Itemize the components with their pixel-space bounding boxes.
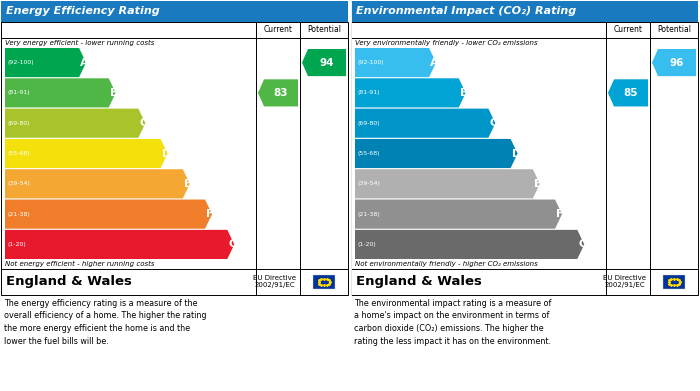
Text: F: F xyxy=(206,209,214,219)
FancyBboxPatch shape xyxy=(351,1,698,22)
Text: Not environmentally friendly - higher CO₂ emissions: Not environmentally friendly - higher CO… xyxy=(355,261,538,267)
Text: D: D xyxy=(512,149,521,158)
Text: C: C xyxy=(139,118,148,128)
Text: G: G xyxy=(578,239,587,249)
Text: D: D xyxy=(162,149,171,158)
Text: G: G xyxy=(228,239,237,249)
Text: (39-54): (39-54) xyxy=(357,181,380,186)
Text: (21-38): (21-38) xyxy=(7,212,29,217)
Text: 94: 94 xyxy=(320,57,335,68)
Text: Very environmentally friendly - lower CO₂ emissions: Very environmentally friendly - lower CO… xyxy=(355,40,538,46)
Text: (81-91): (81-91) xyxy=(7,90,29,95)
Text: (55-68): (55-68) xyxy=(7,151,29,156)
Text: Potential: Potential xyxy=(307,25,341,34)
Polygon shape xyxy=(5,109,146,138)
Text: (55-68): (55-68) xyxy=(357,151,379,156)
Text: (92-100): (92-100) xyxy=(7,60,34,65)
Text: (21-38): (21-38) xyxy=(357,212,379,217)
Polygon shape xyxy=(5,78,116,108)
Polygon shape xyxy=(355,139,517,168)
Text: (81-91): (81-91) xyxy=(357,90,379,95)
Text: (69-80): (69-80) xyxy=(357,121,379,126)
Text: England & Wales: England & Wales xyxy=(356,276,482,289)
Polygon shape xyxy=(5,169,190,198)
Polygon shape xyxy=(355,48,436,77)
Text: (1-20): (1-20) xyxy=(357,242,376,247)
Text: Very energy efficient - lower running costs: Very energy efficient - lower running co… xyxy=(5,40,155,46)
Text: Current: Current xyxy=(613,25,643,34)
Text: Energy Efficiency Rating: Energy Efficiency Rating xyxy=(6,7,160,16)
Text: C: C xyxy=(489,118,498,128)
Text: EU Directive
2002/91/EC: EU Directive 2002/91/EC xyxy=(253,276,296,289)
Text: 96: 96 xyxy=(670,57,684,68)
Text: A: A xyxy=(80,57,89,68)
FancyBboxPatch shape xyxy=(351,22,698,295)
Text: (69-80): (69-80) xyxy=(7,121,29,126)
Polygon shape xyxy=(5,230,235,259)
Text: Environmental Impact (CO₂) Rating: Environmental Impact (CO₂) Rating xyxy=(356,7,576,16)
Polygon shape xyxy=(608,79,648,106)
FancyBboxPatch shape xyxy=(1,1,348,22)
Text: B: B xyxy=(460,88,468,98)
Polygon shape xyxy=(5,48,86,77)
Text: F: F xyxy=(556,209,564,219)
Polygon shape xyxy=(355,109,496,138)
Text: 83: 83 xyxy=(274,88,288,98)
Text: England & Wales: England & Wales xyxy=(6,276,132,289)
Text: EU Directive
2002/91/EC: EU Directive 2002/91/EC xyxy=(603,276,646,289)
Text: Not energy efficient - higher running costs: Not energy efficient - higher running co… xyxy=(5,261,155,267)
Text: The environmental impact rating is a measure of
a home's impact on the environme: The environmental impact rating is a mea… xyxy=(354,299,552,346)
Polygon shape xyxy=(652,49,696,76)
Text: Current: Current xyxy=(263,25,293,34)
Text: (92-100): (92-100) xyxy=(357,60,384,65)
Polygon shape xyxy=(355,78,466,108)
Text: 85: 85 xyxy=(624,88,638,98)
FancyBboxPatch shape xyxy=(1,22,348,295)
Text: Potential: Potential xyxy=(657,25,691,34)
FancyBboxPatch shape xyxy=(663,275,685,289)
Polygon shape xyxy=(5,199,212,229)
Polygon shape xyxy=(355,199,562,229)
Text: The energy efficiency rating is a measure of the
overall efficiency of a home. T: The energy efficiency rating is a measur… xyxy=(4,299,206,346)
FancyBboxPatch shape xyxy=(313,275,335,289)
Polygon shape xyxy=(258,79,298,106)
Polygon shape xyxy=(5,139,167,168)
Text: (1-20): (1-20) xyxy=(7,242,26,247)
Text: B: B xyxy=(110,88,118,98)
Text: A: A xyxy=(430,57,439,68)
Polygon shape xyxy=(355,230,584,259)
Text: E: E xyxy=(184,179,192,189)
Polygon shape xyxy=(355,169,540,198)
Polygon shape xyxy=(302,49,346,76)
Text: E: E xyxy=(534,179,542,189)
Text: (39-54): (39-54) xyxy=(7,181,30,186)
